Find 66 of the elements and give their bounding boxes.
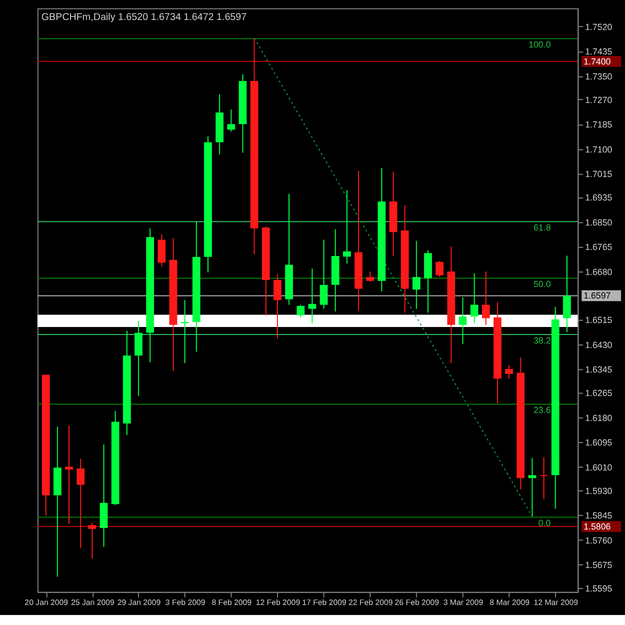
y-tick-label: 1.5930 — [585, 486, 612, 496]
candlestick — [308, 268, 316, 324]
candlestick — [482, 271, 490, 326]
y-tick-label: 1.6345 — [585, 364, 612, 375]
annotation: 0.0 — [538, 518, 551, 528]
candlestick — [296, 304, 305, 318]
x-tick-label: 25 Jan 2009 — [70, 598, 114, 608]
candlestick — [158, 234, 166, 268]
y-tick-label: 1.7435 — [585, 46, 612, 57]
candlestick — [88, 522, 96, 560]
candlestick — [76, 458, 85, 548]
annotation: 50.0 — [534, 279, 551, 290]
y-tick-label: 1.6680 — [585, 266, 612, 277]
x-tick-label: 29 Jan 2009 — [117, 598, 161, 608]
annotation: 61.8 — [534, 222, 551, 232]
candlestick — [366, 271, 374, 283]
candlestick — [134, 320, 142, 396]
x-tick-label: 12 Mar 2009 — [534, 598, 578, 608]
y-tick-label: 1.6850 — [585, 217, 612, 228]
x-tick-label: 3 Feb 2009 — [165, 598, 206, 608]
x-tick-label: 26 Feb 2009 — [394, 598, 440, 608]
candlestick — [412, 240, 420, 310]
y-tick-label: 1.5845 — [585, 510, 612, 521]
y-tick-label: 1.5595 — [585, 584, 612, 594]
y-tick-label: 1.7100 — [585, 144, 612, 154]
y-tick-label: 1.6935 — [585, 192, 612, 203]
y-tick-label: 1.7520 — [585, 22, 612, 32]
y-tick-label: 1.6515 — [585, 315, 612, 326]
y-tick-label: 1.7185 — [585, 120, 612, 130]
candlestick — [458, 296, 467, 345]
ref-line-label: 1.7400 — [584, 56, 611, 66]
x-tick-label: 8 Mar 2009 — [490, 598, 530, 608]
y-tick-label: 1.6010 — [585, 462, 612, 472]
candlestick — [505, 364, 514, 380]
x-tick-label: 20 Jan 2009 — [24, 598, 68, 608]
candlestick — [65, 425, 73, 524]
candlestick — [320, 239, 328, 310]
candlestick — [470, 272, 478, 324]
annotation: 38.2 — [534, 335, 551, 346]
chart-title: GBPCHFm,Daily 1.6520 1.6734 1.6472 1.6597 — [41, 12, 247, 24]
y-tick-label: 1.6265 — [585, 388, 612, 398]
candlestick — [227, 109, 236, 132]
y-tick-label: 1.6095 — [585, 438, 612, 448]
y-tick-label: 1.6430 — [585, 340, 612, 350]
ref-line-label: 1.6597 — [584, 290, 611, 301]
y-tick-label: 1.7015 — [585, 169, 612, 180]
candlestick — [563, 255, 571, 333]
candlestick — [343, 190, 351, 264]
y-tick-label: 1.7270 — [585, 94, 612, 105]
y-tick-label: 1.6765 — [585, 242, 612, 252]
annotation: 100.0 — [528, 40, 551, 50]
candlestick — [528, 457, 536, 517]
x-tick-label: 3 Mar 2009 — [443, 598, 484, 608]
annotation: 23.6 — [534, 405, 551, 416]
x-tick-label: 17 Feb 2009 — [302, 598, 346, 608]
y-tick-label: 1.5760 — [585, 535, 612, 546]
candlestick — [540, 456, 548, 500]
x-tick-label: 12 Feb 2009 — [256, 598, 300, 608]
y-tick-label: 1.7350 — [585, 71, 612, 82]
x-tick-label: 8 Feb 2009 — [212, 598, 252, 608]
y-tick-label: 1.5675 — [585, 560, 612, 570]
candlestick — [274, 274, 282, 339]
x-tick-label: 22 Feb 2009 — [348, 598, 393, 608]
candlestick — [436, 260, 444, 278]
y-tick-label: 1.6180 — [585, 412, 612, 423]
ref-line-label: 1.5806 — [584, 522, 611, 532]
